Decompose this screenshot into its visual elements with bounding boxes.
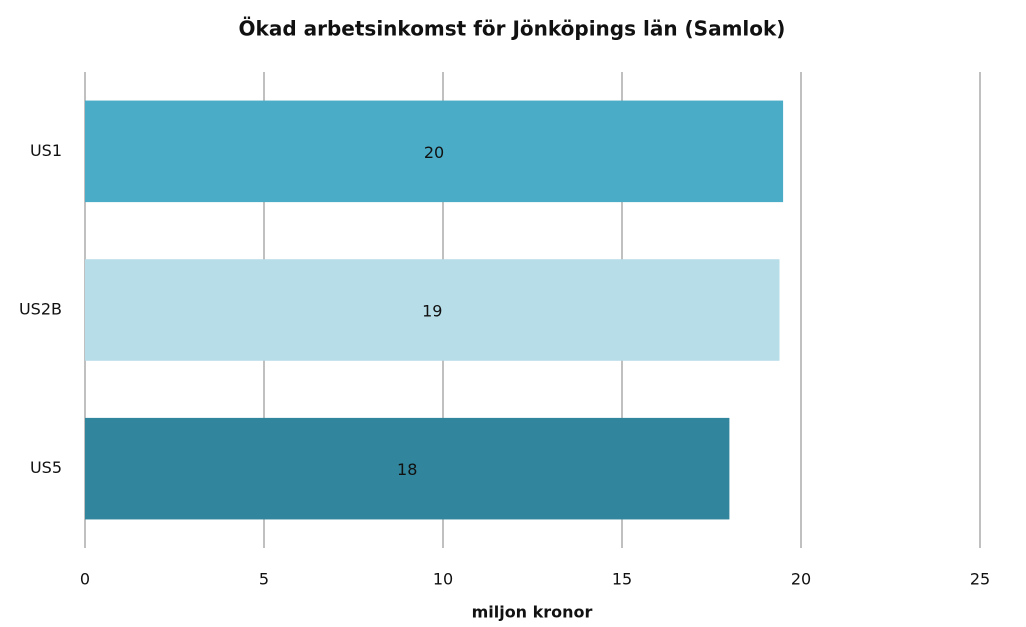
y-tick-label: US1: [30, 141, 62, 160]
x-tick-label: 20: [791, 570, 811, 589]
y-tick-label: US5: [30, 458, 62, 477]
data-label: 19: [422, 302, 442, 321]
x-tick-label: 10: [433, 570, 453, 589]
x-tick-label: 0: [80, 570, 90, 589]
data-label: 18: [397, 460, 417, 479]
data-label: 20: [424, 143, 444, 162]
x-axis-label: miljon kronor: [472, 603, 593, 622]
x-tick-label: 15: [612, 570, 632, 589]
chart-title: Ökad arbetsinkomst för Jönköpings län (S…: [239, 17, 786, 41]
x-tick-label: 5: [259, 570, 269, 589]
y-tick-label: US2B: [19, 300, 62, 319]
bar: [85, 259, 780, 361]
bar: [85, 417, 730, 520]
bar: [85, 100, 784, 203]
x-tick-label: 25: [970, 570, 990, 589]
